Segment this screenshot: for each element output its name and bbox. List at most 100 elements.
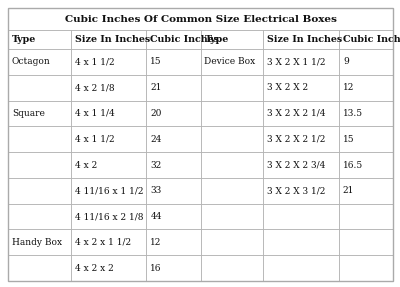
Bar bbox=[263, 126, 339, 152]
Bar bbox=[200, 152, 263, 178]
Bar bbox=[146, 178, 200, 204]
Text: 33: 33 bbox=[150, 186, 162, 195]
Bar bbox=[263, 152, 339, 178]
Bar bbox=[71, 30, 146, 49]
Bar bbox=[339, 100, 393, 126]
Text: 21: 21 bbox=[150, 83, 162, 92]
Bar bbox=[8, 255, 71, 281]
Bar bbox=[146, 30, 200, 49]
Bar bbox=[263, 204, 339, 229]
Text: Type: Type bbox=[12, 35, 36, 44]
Bar bbox=[71, 178, 146, 204]
Bar bbox=[263, 75, 339, 100]
Bar bbox=[339, 49, 393, 75]
Text: Cubic Inches: Cubic Inches bbox=[150, 35, 220, 44]
Bar bbox=[146, 126, 200, 152]
Bar bbox=[263, 178, 339, 204]
Text: 4 x 2 x 2: 4 x 2 x 2 bbox=[75, 264, 114, 273]
Bar bbox=[263, 30, 339, 49]
Text: 12: 12 bbox=[343, 83, 354, 92]
Text: 4 x 2: 4 x 2 bbox=[75, 160, 97, 170]
Text: 20: 20 bbox=[150, 109, 162, 118]
Text: Cubic Inches Of Common Size Electrical Boxes: Cubic Inches Of Common Size Electrical B… bbox=[64, 15, 336, 24]
Text: 44: 44 bbox=[150, 212, 162, 221]
Text: 3 X 2 X 1 1/2: 3 X 2 X 1 1/2 bbox=[267, 57, 326, 66]
Bar bbox=[339, 30, 393, 49]
Bar bbox=[8, 178, 71, 204]
Bar bbox=[146, 204, 200, 229]
Bar bbox=[8, 49, 71, 75]
Text: 4 11/16 x 1 1/2: 4 11/16 x 1 1/2 bbox=[75, 186, 143, 195]
Text: 3 X 2 X 2 1/4: 3 X 2 X 2 1/4 bbox=[267, 109, 326, 118]
Bar bbox=[263, 49, 339, 75]
Bar bbox=[200, 178, 263, 204]
Bar bbox=[8, 152, 71, 178]
Bar bbox=[8, 75, 71, 100]
Bar bbox=[200, 204, 263, 229]
Bar bbox=[200, 49, 263, 75]
Text: Size In Inches: Size In Inches bbox=[267, 35, 342, 44]
Text: 16: 16 bbox=[150, 264, 162, 273]
Bar bbox=[263, 100, 339, 126]
Bar bbox=[146, 255, 200, 281]
Text: 3 X 2 X 2 3/4: 3 X 2 X 2 3/4 bbox=[267, 160, 326, 170]
Bar bbox=[146, 229, 200, 255]
Text: Size In Inches: Size In Inches bbox=[75, 35, 150, 44]
Text: 9: 9 bbox=[343, 57, 349, 66]
Bar bbox=[71, 204, 146, 229]
Bar bbox=[200, 229, 263, 255]
Bar bbox=[8, 229, 71, 255]
Text: 15: 15 bbox=[150, 57, 162, 66]
Text: 4 x 1 1/2: 4 x 1 1/2 bbox=[75, 135, 114, 144]
Text: 24: 24 bbox=[150, 135, 162, 144]
Bar bbox=[263, 229, 339, 255]
Bar bbox=[339, 75, 393, 100]
Text: Handy Box: Handy Box bbox=[12, 238, 62, 247]
Bar bbox=[200, 255, 263, 281]
Text: Cubic Inches: Cubic Inches bbox=[343, 35, 400, 44]
Text: 4 11/16 x 2 1/8: 4 11/16 x 2 1/8 bbox=[75, 212, 143, 221]
Bar bbox=[71, 100, 146, 126]
Text: Square: Square bbox=[12, 109, 45, 118]
Text: 16.5: 16.5 bbox=[343, 160, 363, 170]
Text: 4 x 1 1/2: 4 x 1 1/2 bbox=[75, 57, 114, 66]
Text: 32: 32 bbox=[150, 160, 162, 170]
Text: Type: Type bbox=[204, 35, 229, 44]
Bar bbox=[8, 204, 71, 229]
Bar bbox=[71, 152, 146, 178]
Bar bbox=[146, 75, 200, 100]
Text: 15: 15 bbox=[343, 135, 354, 144]
Bar bbox=[71, 126, 146, 152]
Bar bbox=[339, 229, 393, 255]
Bar bbox=[339, 178, 393, 204]
Bar bbox=[8, 100, 71, 126]
Bar bbox=[263, 255, 339, 281]
Bar bbox=[71, 229, 146, 255]
Bar bbox=[8, 126, 71, 152]
Text: 3 X 2 X 2: 3 X 2 X 2 bbox=[267, 83, 308, 92]
Text: 4 x 1 1/4: 4 x 1 1/4 bbox=[75, 109, 114, 118]
Text: 4 x 2 1/8: 4 x 2 1/8 bbox=[75, 83, 114, 92]
Bar bbox=[8, 30, 71, 49]
Text: 3 X 2 X 2 1/2: 3 X 2 X 2 1/2 bbox=[267, 135, 326, 144]
Bar bbox=[339, 126, 393, 152]
Bar bbox=[200, 75, 263, 100]
Bar bbox=[200, 30, 263, 49]
Text: 12: 12 bbox=[150, 238, 162, 247]
Bar bbox=[146, 49, 200, 75]
Bar bbox=[339, 255, 393, 281]
Text: Device Box: Device Box bbox=[204, 57, 256, 66]
Bar bbox=[339, 152, 393, 178]
Bar bbox=[200, 100, 263, 126]
Text: Octagon: Octagon bbox=[12, 57, 51, 66]
Bar bbox=[146, 152, 200, 178]
Bar bbox=[339, 204, 393, 229]
Text: 3 X 2 X 3 1/2: 3 X 2 X 3 1/2 bbox=[267, 186, 326, 195]
Bar bbox=[71, 75, 146, 100]
Bar bbox=[8, 8, 393, 30]
Text: 21: 21 bbox=[343, 186, 354, 195]
Text: 13.5: 13.5 bbox=[343, 109, 363, 118]
Bar bbox=[146, 100, 200, 126]
Bar bbox=[200, 126, 263, 152]
Text: 4 x 2 x 1 1/2: 4 x 2 x 1 1/2 bbox=[75, 238, 131, 247]
